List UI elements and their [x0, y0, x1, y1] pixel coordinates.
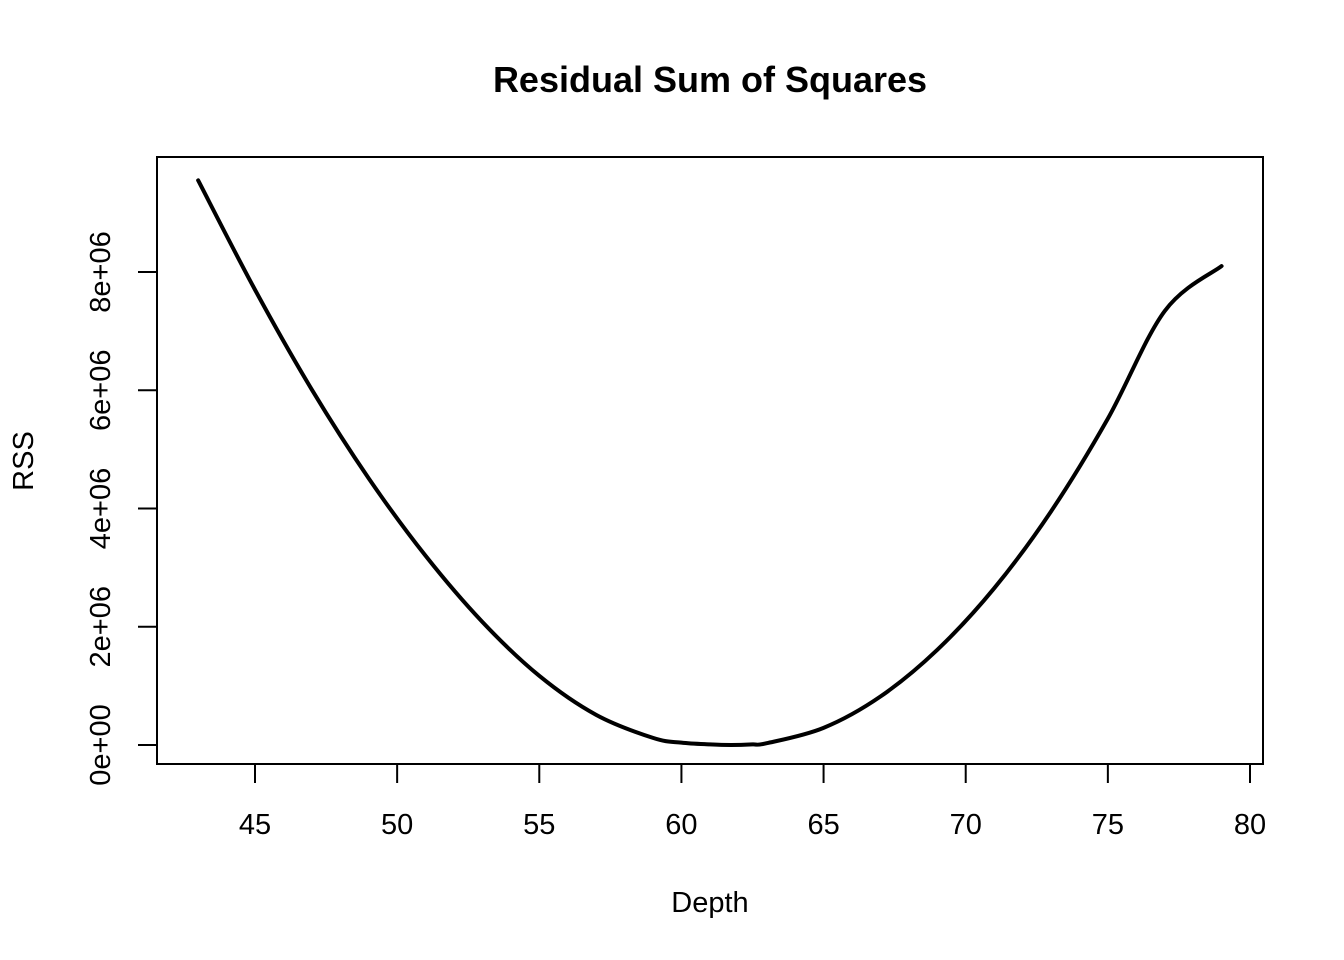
x-tick-label: 70 — [950, 809, 982, 841]
x-axis: 45 50 55 60 65 70 75 80 — [239, 764, 1266, 841]
y-tick-label: 0e+00 — [85, 704, 117, 785]
x-axis-label: Depth — [671, 887, 748, 919]
plot-frame — [156, 156, 1264, 765]
y-tick-label: 6e+06 — [85, 350, 117, 431]
y-tick-label: 2e+06 — [85, 586, 117, 667]
chart-title: Residual Sum of Squares — [493, 59, 927, 100]
rss-curve — [196, 178, 1224, 747]
x-tick-label: 60 — [665, 809, 697, 841]
x-tick-label: 45 — [239, 809, 271, 841]
y-tick-label: 8e+06 — [85, 231, 117, 312]
x-tick-label: 50 — [381, 809, 413, 841]
x-tick-label: 55 — [523, 809, 555, 841]
y-axis: 0e+00 2e+06 4e+06 6e+06 8e+06 — [85, 231, 157, 786]
y-tick-label: 4e+06 — [85, 468, 117, 549]
x-tick-label: 65 — [807, 809, 839, 841]
x-tick-label: 75 — [1092, 809, 1124, 841]
x-tick-label: 80 — [1234, 809, 1266, 841]
y-axis-label: RSS — [8, 431, 40, 491]
